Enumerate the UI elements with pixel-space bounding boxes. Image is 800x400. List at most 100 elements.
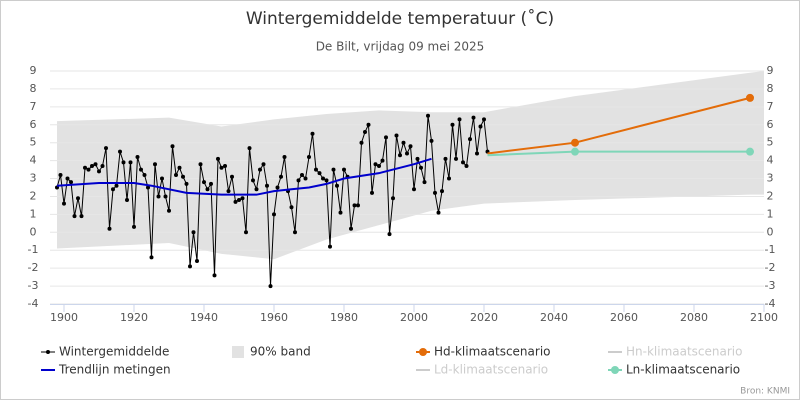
x-tick-label: 1940 xyxy=(190,311,218,324)
series-marker xyxy=(352,203,357,208)
series-marker xyxy=(314,167,318,172)
series-marker xyxy=(746,93,754,102)
series-marker xyxy=(135,155,140,160)
series-marker xyxy=(62,201,66,206)
series-marker xyxy=(167,208,171,213)
series-marker xyxy=(90,163,94,168)
series-marker xyxy=(440,189,444,194)
series-marker xyxy=(118,149,122,154)
series-marker xyxy=(401,140,406,145)
y2-tick-label: 2 xyxy=(767,189,774,202)
series-marker xyxy=(153,162,157,167)
series-marker xyxy=(422,180,427,185)
y-tick-label: 5 xyxy=(30,136,37,149)
series-marker xyxy=(114,183,119,188)
series-marker xyxy=(282,155,287,160)
series-marker xyxy=(461,160,465,165)
series-marker xyxy=(254,187,259,192)
series-line xyxy=(56,115,488,287)
series-marker xyxy=(265,183,269,188)
y2-tick-label: -2 xyxy=(765,261,776,274)
y-tick-label: -1 xyxy=(28,243,39,256)
x-tick-label: 1960 xyxy=(260,311,288,324)
series-marker xyxy=(100,163,105,168)
chart-subtitle: De Bilt, vrijdag 09 mei 2025 xyxy=(316,40,485,54)
series-marker xyxy=(188,264,192,269)
series-marker xyxy=(219,165,224,170)
series-marker xyxy=(93,162,98,167)
x-tick-label: 2020 xyxy=(470,311,498,324)
series-marker xyxy=(415,156,420,161)
series-marker xyxy=(72,214,77,219)
legend-item[interactable]: Hn-klimaatscenario xyxy=(608,345,742,359)
series-marker xyxy=(433,190,437,195)
series-marker xyxy=(464,163,469,168)
series-marker xyxy=(226,189,231,194)
y-tick-label: 7 xyxy=(30,100,37,113)
legend-label: Wintergemiddelde xyxy=(59,345,169,359)
legend-label: Ld-klimaatscenario xyxy=(434,363,548,377)
chart-title: Wintergemiddelde temperatuur (˚C) xyxy=(246,8,554,29)
series-marker xyxy=(412,187,416,192)
legend-symbol xyxy=(232,346,244,358)
x-tick-label: 1980 xyxy=(330,311,358,324)
series-marker xyxy=(468,137,472,142)
series-marker xyxy=(443,156,448,161)
series-marker xyxy=(289,205,294,210)
series-marker xyxy=(349,226,353,231)
series-marker xyxy=(387,232,392,237)
series-marker xyxy=(324,178,329,183)
series-marker xyxy=(268,284,273,289)
y2-tick-label: 3 xyxy=(767,172,774,185)
legend-item[interactable]: Wintergemiddelde xyxy=(41,345,169,359)
series-marker xyxy=(391,196,395,201)
x-tick-label: 2000 xyxy=(400,311,428,324)
legend-label: Hn-klimaatscenario xyxy=(626,345,742,359)
legend-item[interactable]: Ld-klimaatscenario xyxy=(416,363,548,377)
series-marker xyxy=(202,180,206,185)
series-marker xyxy=(384,135,388,140)
series-marker xyxy=(419,165,423,170)
series-marker xyxy=(342,167,346,172)
series-marker xyxy=(209,181,213,186)
series-marker xyxy=(370,190,374,195)
series-marker xyxy=(216,156,220,161)
series-marker xyxy=(79,214,84,219)
legend-label: Hd-klimaatscenario xyxy=(434,345,551,359)
x-tick-label: 2100 xyxy=(750,311,778,324)
series-marker xyxy=(482,117,486,122)
y2-tick-label: 5 xyxy=(767,136,774,149)
legend-item[interactable]: Hd-klimaatscenario xyxy=(416,345,551,359)
series-marker xyxy=(181,174,185,179)
series-marker xyxy=(237,198,241,203)
y2-tick-label: 8 xyxy=(767,82,774,95)
series-marker xyxy=(111,187,115,192)
series-marker xyxy=(447,176,451,181)
series-marker xyxy=(65,176,70,181)
series-marker xyxy=(205,187,210,192)
legend-item[interactable]: Ln-klimaatscenario xyxy=(608,363,740,377)
series-marker xyxy=(121,160,126,165)
legend-item[interactable]: Trendlijn metingen xyxy=(41,363,171,377)
series-marker xyxy=(373,162,378,167)
series-marker xyxy=(359,140,364,145)
series-marker xyxy=(426,113,430,118)
series-marker xyxy=(471,115,476,120)
y2-tick-label: 7 xyxy=(767,100,774,113)
series-marker xyxy=(97,169,101,174)
y-tick-label: -2 xyxy=(28,261,39,274)
legend-marker xyxy=(419,348,427,356)
series-marker xyxy=(380,158,385,163)
series-marker xyxy=(244,230,248,235)
y2-tick-label: 1 xyxy=(767,207,774,220)
series-marker xyxy=(163,194,168,199)
series-marker xyxy=(307,155,311,160)
series-marker xyxy=(149,255,154,260)
y-tick-label: 4 xyxy=(30,154,37,167)
series-marker xyxy=(272,212,276,217)
series-marker xyxy=(198,162,203,167)
series-marker xyxy=(478,124,483,129)
series-marker xyxy=(261,162,266,167)
legend-item[interactable]: 90% band xyxy=(232,345,311,359)
